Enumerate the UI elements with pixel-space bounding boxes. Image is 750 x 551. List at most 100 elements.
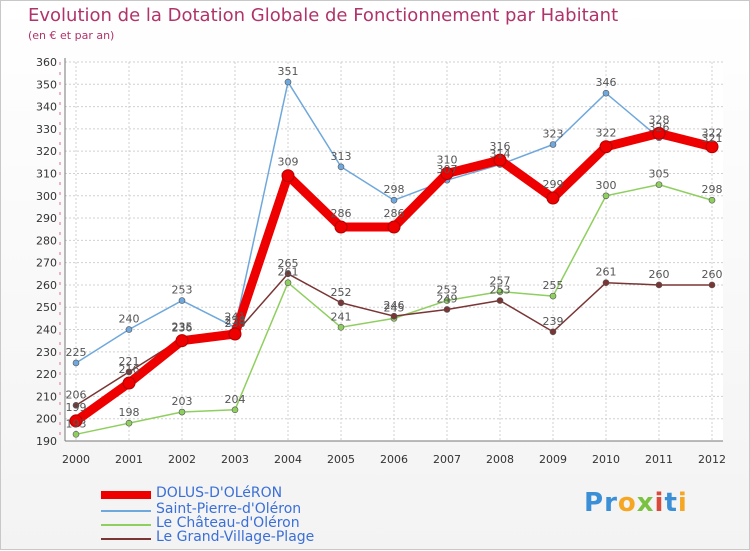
data-point [546,191,560,205]
data-label: 252 [331,286,352,299]
data-point [493,153,507,167]
x-tick-label: 2006 [380,453,408,466]
data-point [178,408,186,416]
y-tick-label: 230 [36,346,57,359]
data-label: 323 [543,127,564,140]
data-label: 246 [384,299,405,312]
data-label: 255 [543,279,564,292]
x-tick-label: 2004 [274,453,302,466]
data-point [496,297,504,304]
data-label: 260 [649,268,670,281]
logo-letter: P [584,488,605,518]
data-label: 322 [702,127,723,140]
data-label: 241 [225,310,246,323]
data-point [390,312,398,320]
y-tick-label: 360 [36,56,57,69]
legend-label-grand-village: Le Grand-Village-Plage [156,529,315,545]
y-tick-label: 220 [36,368,57,381]
data-point [602,89,610,97]
data-label: 298 [384,183,405,196]
data-point [549,292,557,300]
data-point [443,297,451,304]
x-tick-label: 2012 [698,453,726,466]
data-label: 351 [278,65,299,78]
data-point [602,192,610,200]
data-label: 239 [543,315,564,328]
chart-subtitle: (en € et par an) [28,29,115,42]
y-tick-label: 280 [36,234,57,247]
x-tick-label: 2009 [539,453,567,466]
y-tick-label: 210 [36,390,57,403]
data-point [72,402,80,409]
data-label: 240 [119,313,140,326]
x-tick-label: 2003 [221,453,249,466]
data-label: 225 [66,346,87,359]
data-point [496,288,504,295]
data-label: 253 [437,284,458,297]
data-point [708,196,716,204]
data-label: 236 [172,321,193,334]
data-point [337,299,345,307]
data-point [549,141,557,148]
data-label: 300 [596,179,617,192]
y-tick-label: 320 [36,145,57,158]
x-tick-label: 2001 [115,453,143,466]
data-label: 316 [490,140,511,153]
page-title: Evolution de la Dotation Globale de Fonc… [28,5,619,26]
y-tick-label: 270 [36,257,57,270]
data-point [231,406,239,414]
x-tick-label: 2008 [486,453,514,466]
y-tick-label: 340 [36,101,57,114]
data-point [705,140,719,154]
data-label: 241 [331,310,352,323]
data-label: 286 [384,207,405,220]
data-point [69,414,83,428]
data-label: 307 [437,163,458,176]
data-point [599,140,613,154]
data-label: 310 [437,153,458,166]
data-label: 313 [331,150,352,163]
x-tick-label: 2007 [433,453,461,466]
data-label: 206 [66,388,87,401]
data-label: 298 [702,183,723,196]
data-point [125,368,133,376]
data-point [284,78,292,86]
data-label: 260 [702,268,723,281]
data-label: 328 [649,113,670,126]
data-point [334,220,348,234]
data-point [122,376,136,390]
logo-letter: r [604,488,618,518]
data-label: 261 [596,266,617,279]
data-label: 245 [384,301,405,314]
proxiti-logo: Proxiti [584,488,688,518]
logo-letter: t [664,488,678,518]
data-point [175,334,189,348]
data-point [602,279,610,287]
data-label: 204 [225,393,246,406]
logo-letter: o [617,488,637,518]
data-label: 309 [278,156,299,169]
data-point [387,220,401,234]
y-tick-label: 330 [36,123,57,136]
logo-letter: x [636,488,655,518]
legend-swatch-chateau [101,524,151,526]
data-label: 265 [278,257,299,270]
legend-label-dolus: DOLUS-D'OLéRON [156,485,283,501]
x-tick-label: 2005 [327,453,355,466]
legend-swatch-dolus [101,491,151,499]
data-point [72,431,80,438]
data-label: 193 [66,417,87,430]
data-label: 221 [119,355,140,368]
data-point [549,328,557,336]
y-tick-label: 250 [36,301,57,314]
data-label: 216 [119,363,140,376]
data-label: 314 [490,148,511,161]
x-tick-label: 2000 [62,453,90,466]
data-label: 299 [543,178,564,191]
data-label: 305 [649,168,670,181]
data-point [337,163,345,171]
data-point [440,166,454,180]
data-point [281,169,295,183]
